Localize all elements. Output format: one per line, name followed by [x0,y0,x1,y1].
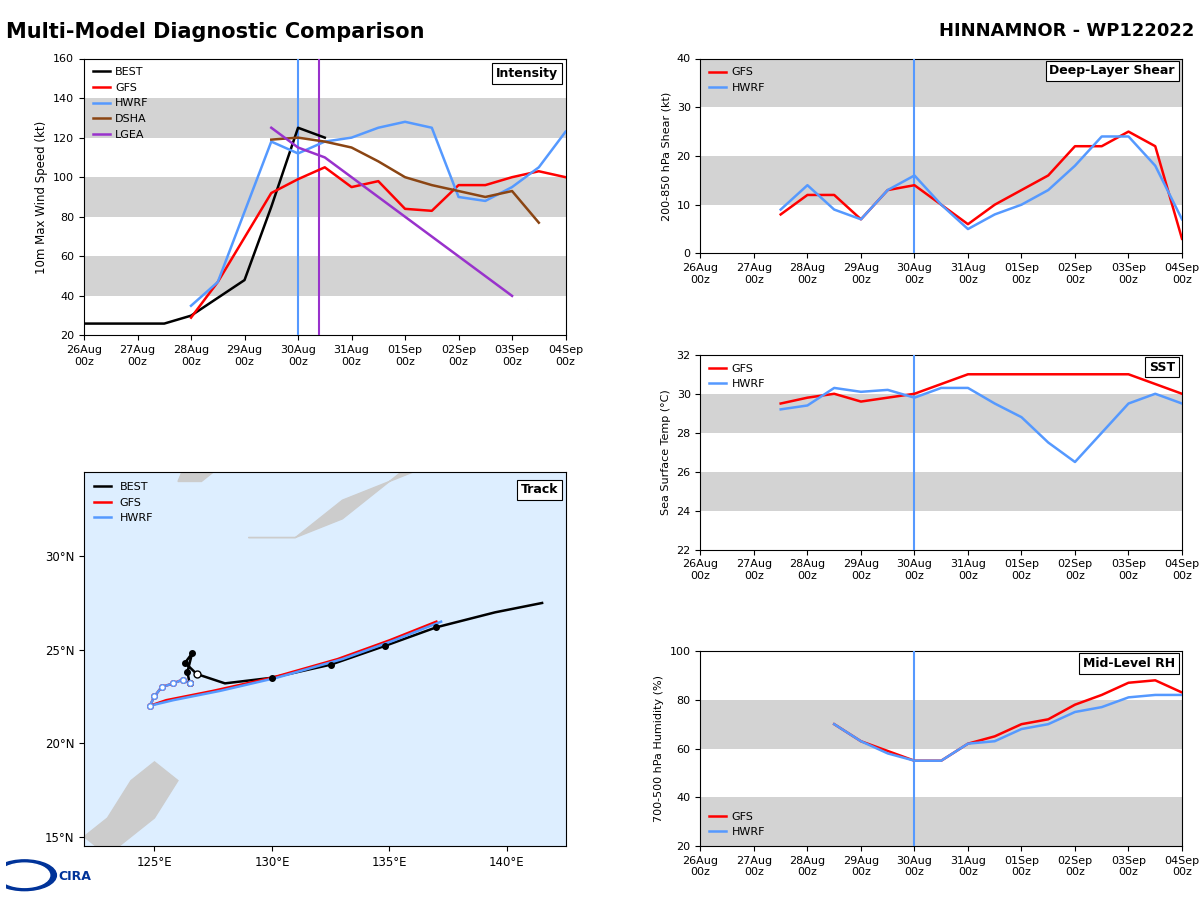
Bar [701,58,1182,107]
Bar [701,700,1182,749]
Polygon shape [248,351,530,537]
Text: Multi-Model Diagnostic Comparison: Multi-Model Diagnostic Comparison [6,22,425,42]
Polygon shape [37,650,84,706]
Bar [701,394,1182,433]
Legend: GFS, HWRF: GFS, HWRF [706,64,768,96]
Bar [84,98,565,138]
Bar [701,156,1182,204]
Polygon shape [178,388,272,482]
Legend: GFS, HWRF: GFS, HWRF [706,360,768,392]
Legend: GFS, HWRF: GFS, HWRF [706,808,768,841]
Legend: BEST, GFS, HWRF, DSHA, LGEA: BEST, GFS, HWRF, DSHA, LGEA [90,64,152,143]
Text: Deep-Layer Shear: Deep-Layer Shear [1049,64,1175,77]
Text: Intensity: Intensity [497,67,558,80]
Circle shape [0,863,49,887]
Bar [701,472,1182,510]
Y-axis label: Sea Surface Temp (°C): Sea Surface Temp (°C) [661,390,671,515]
Text: SST: SST [1148,361,1175,374]
Bar [84,177,565,217]
Y-axis label: 700-500 hPa Humidity (%): 700-500 hPa Humidity (%) [654,675,664,822]
Y-axis label: 200-850 hPa Shear (kt): 200-850 hPa Shear (kt) [661,91,671,220]
Text: CIRA: CIRA [58,869,91,883]
Text: Mid-Level RH: Mid-Level RH [1082,657,1175,670]
Circle shape [0,860,56,891]
Legend: BEST, GFS, HWRF: BEST, GFS, HWRF [90,478,157,527]
Text: HINNAMNOR - WP122022: HINNAMNOR - WP122022 [938,22,1194,40]
Y-axis label: 10m Max Wind Speed (kt): 10m Max Wind Speed (kt) [35,121,48,274]
Bar [701,797,1182,846]
Polygon shape [84,762,178,855]
Bar [84,256,565,296]
Text: Track: Track [521,483,558,496]
